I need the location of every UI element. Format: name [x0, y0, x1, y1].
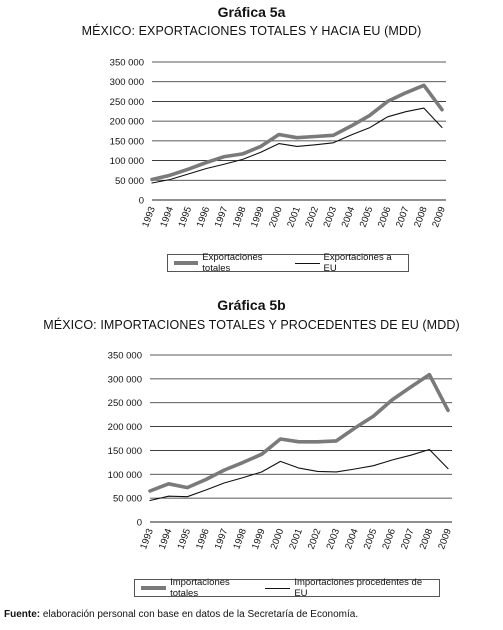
source-text: elaboración personal con base en datos d… — [42, 609, 359, 620]
chart-a-title: Gráfica 5a — [217, 4, 286, 20]
chart-b-x-tick-label: 2005 — [362, 527, 380, 551]
chart-a-x-tick-label: 1995 — [177, 205, 195, 229]
chart-b-y-tick-label: 200 000 — [108, 422, 142, 433]
chart-a-y-tick-label: 350 000 — [110, 58, 144, 69]
chart-b-x-tick-label: 1998 — [231, 527, 249, 551]
chart-b-x-tick-label: 1997 — [213, 527, 231, 551]
legend-item-total: Exportaciones totales — [174, 252, 287, 274]
chart-b-x-tick-label: 2009 — [436, 527, 454, 551]
chart-b-y-tick-label: 50 000 — [113, 494, 142, 505]
chart-a-x-tick-label: 2007 — [394, 205, 412, 229]
chart-b-title: Gráfica 5b — [217, 297, 286, 313]
chart-a-x-tick-label: 2002 — [303, 205, 321, 229]
chart-a-y-tick-label: 100 000 — [110, 156, 144, 167]
chart-b-y-tick-label: 0 — [137, 518, 142, 529]
legend-label: Importaciones procedentes de EU — [294, 577, 423, 599]
legend-swatch-thick — [141, 586, 167, 590]
chart-a-x-tick-label: 2001 — [285, 205, 303, 229]
legend-label: Exportaciones a EU — [323, 252, 392, 274]
chart-a-y-tick-label: 300 000 — [110, 77, 144, 88]
legend-label: Exportaciones totales — [202, 252, 263, 274]
chart-b-x-tick-label: 2000 — [269, 527, 287, 551]
legend-label: Importaciones totales — [170, 577, 230, 599]
chart-b-x-tick-label: 2004 — [343, 527, 361, 551]
legend-item-eu: Exportaciones a EU — [295, 252, 402, 274]
chart-b-y-tick-label: 100 000 — [108, 470, 142, 481]
chart-a-x-tick-label: 2004 — [340, 205, 358, 229]
chart-b-legend: Importaciones totales Importaciones proc… — [134, 577, 440, 599]
chart-a-x-tick-label: 2006 — [376, 205, 394, 229]
chart-b-x-tick-label: 2007 — [399, 527, 417, 551]
chart-a-y-tick-label: 150 000 — [110, 136, 144, 147]
chart-b-x-tick-label: 2003 — [325, 527, 343, 551]
chart-a-x-tick-label: 1993 — [140, 205, 158, 229]
chart-b-y-tick-label: 150 000 — [108, 446, 142, 457]
chart-a-y-tick-label: 50 000 — [115, 176, 144, 187]
chart-a-x-tick-label: 2009 — [430, 205, 448, 229]
chart-a-x-tick-label: 1994 — [158, 205, 176, 229]
chart-b-subtitle: MÉXICO: IMPORTACIONES TOTALES Y PROCEDEN… — [43, 318, 460, 332]
chart-a-y-tick-label: 0 — [139, 196, 144, 207]
source-note: Fuente: elaboración personal con base en… — [4, 609, 358, 620]
chart-b-y-tick-label: 300 000 — [108, 374, 142, 385]
chart-b-x-tick-label: 1999 — [250, 527, 268, 551]
chart-b-x-tick-label: 2001 — [287, 527, 305, 551]
chart-a-x-tick-label: 2008 — [412, 205, 430, 229]
chart-b-y-tick-label: 250 000 — [108, 398, 142, 409]
chart-a-plot: 0 50 000 100 000 150 000 200 000 250 000 300 0… — [110, 58, 448, 229]
chart-b-series-line-eu — [149, 448, 449, 502]
legend-item-total: Importaciones totales — [141, 577, 257, 599]
chart-a-x-tick-label: 1999 — [249, 205, 267, 229]
chart-b-x-tick-label: 2002 — [306, 527, 324, 551]
chart-a-series-line-eu — [151, 107, 443, 184]
chart-b-x-tick-label: 2008 — [418, 527, 436, 551]
chart-a-x-tick-label: 1996 — [195, 205, 213, 229]
chart-a-x-tick-label: 2005 — [358, 205, 376, 229]
chart-a-x-tick-label: 1997 — [213, 205, 231, 229]
chart-a-y-tick-label: 250 000 — [110, 97, 144, 108]
chart-b-x-tick-label: 1993 — [138, 527, 156, 551]
chart-b-x-tick-label: 2006 — [380, 527, 398, 551]
chart-a-x-tick-label: 2000 — [267, 205, 285, 229]
chart-b-y-tick-label: 350 000 — [108, 351, 142, 362]
chart-a-x-tick-label: 1998 — [231, 205, 249, 229]
chart-a-series-line-total — [150, 83, 444, 182]
chart-a-legend: Exportaciones totales Exportaciones a EU — [167, 252, 409, 274]
legend-swatch-thin — [265, 587, 291, 589]
chart-a-x-tick-label: 2003 — [322, 205, 340, 229]
legend-swatch-thick — [174, 261, 199, 265]
legend-swatch-thin — [295, 262, 320, 264]
chart-b-plot: 0 50 000 100 000 150 000 200 000 250 000 300 0… — [108, 351, 454, 551]
chart-b-x-tick-label: 1994 — [157, 527, 175, 551]
chart-b-x-tick-label: 1995 — [176, 527, 194, 551]
chart-a-subtitle: MÉXICO: EXPORTACIONES TOTALES Y HACIA EU… — [81, 24, 422, 38]
chart-b-x-tick-label: 1996 — [194, 527, 212, 551]
chart-b-series-line-total — [148, 372, 450, 493]
chart-a-y-tick-label: 200 000 — [110, 117, 144, 128]
source-label: Fuente: — [4, 609, 41, 620]
legend-item-eu: Importaciones procedentes de EU — [265, 577, 433, 599]
